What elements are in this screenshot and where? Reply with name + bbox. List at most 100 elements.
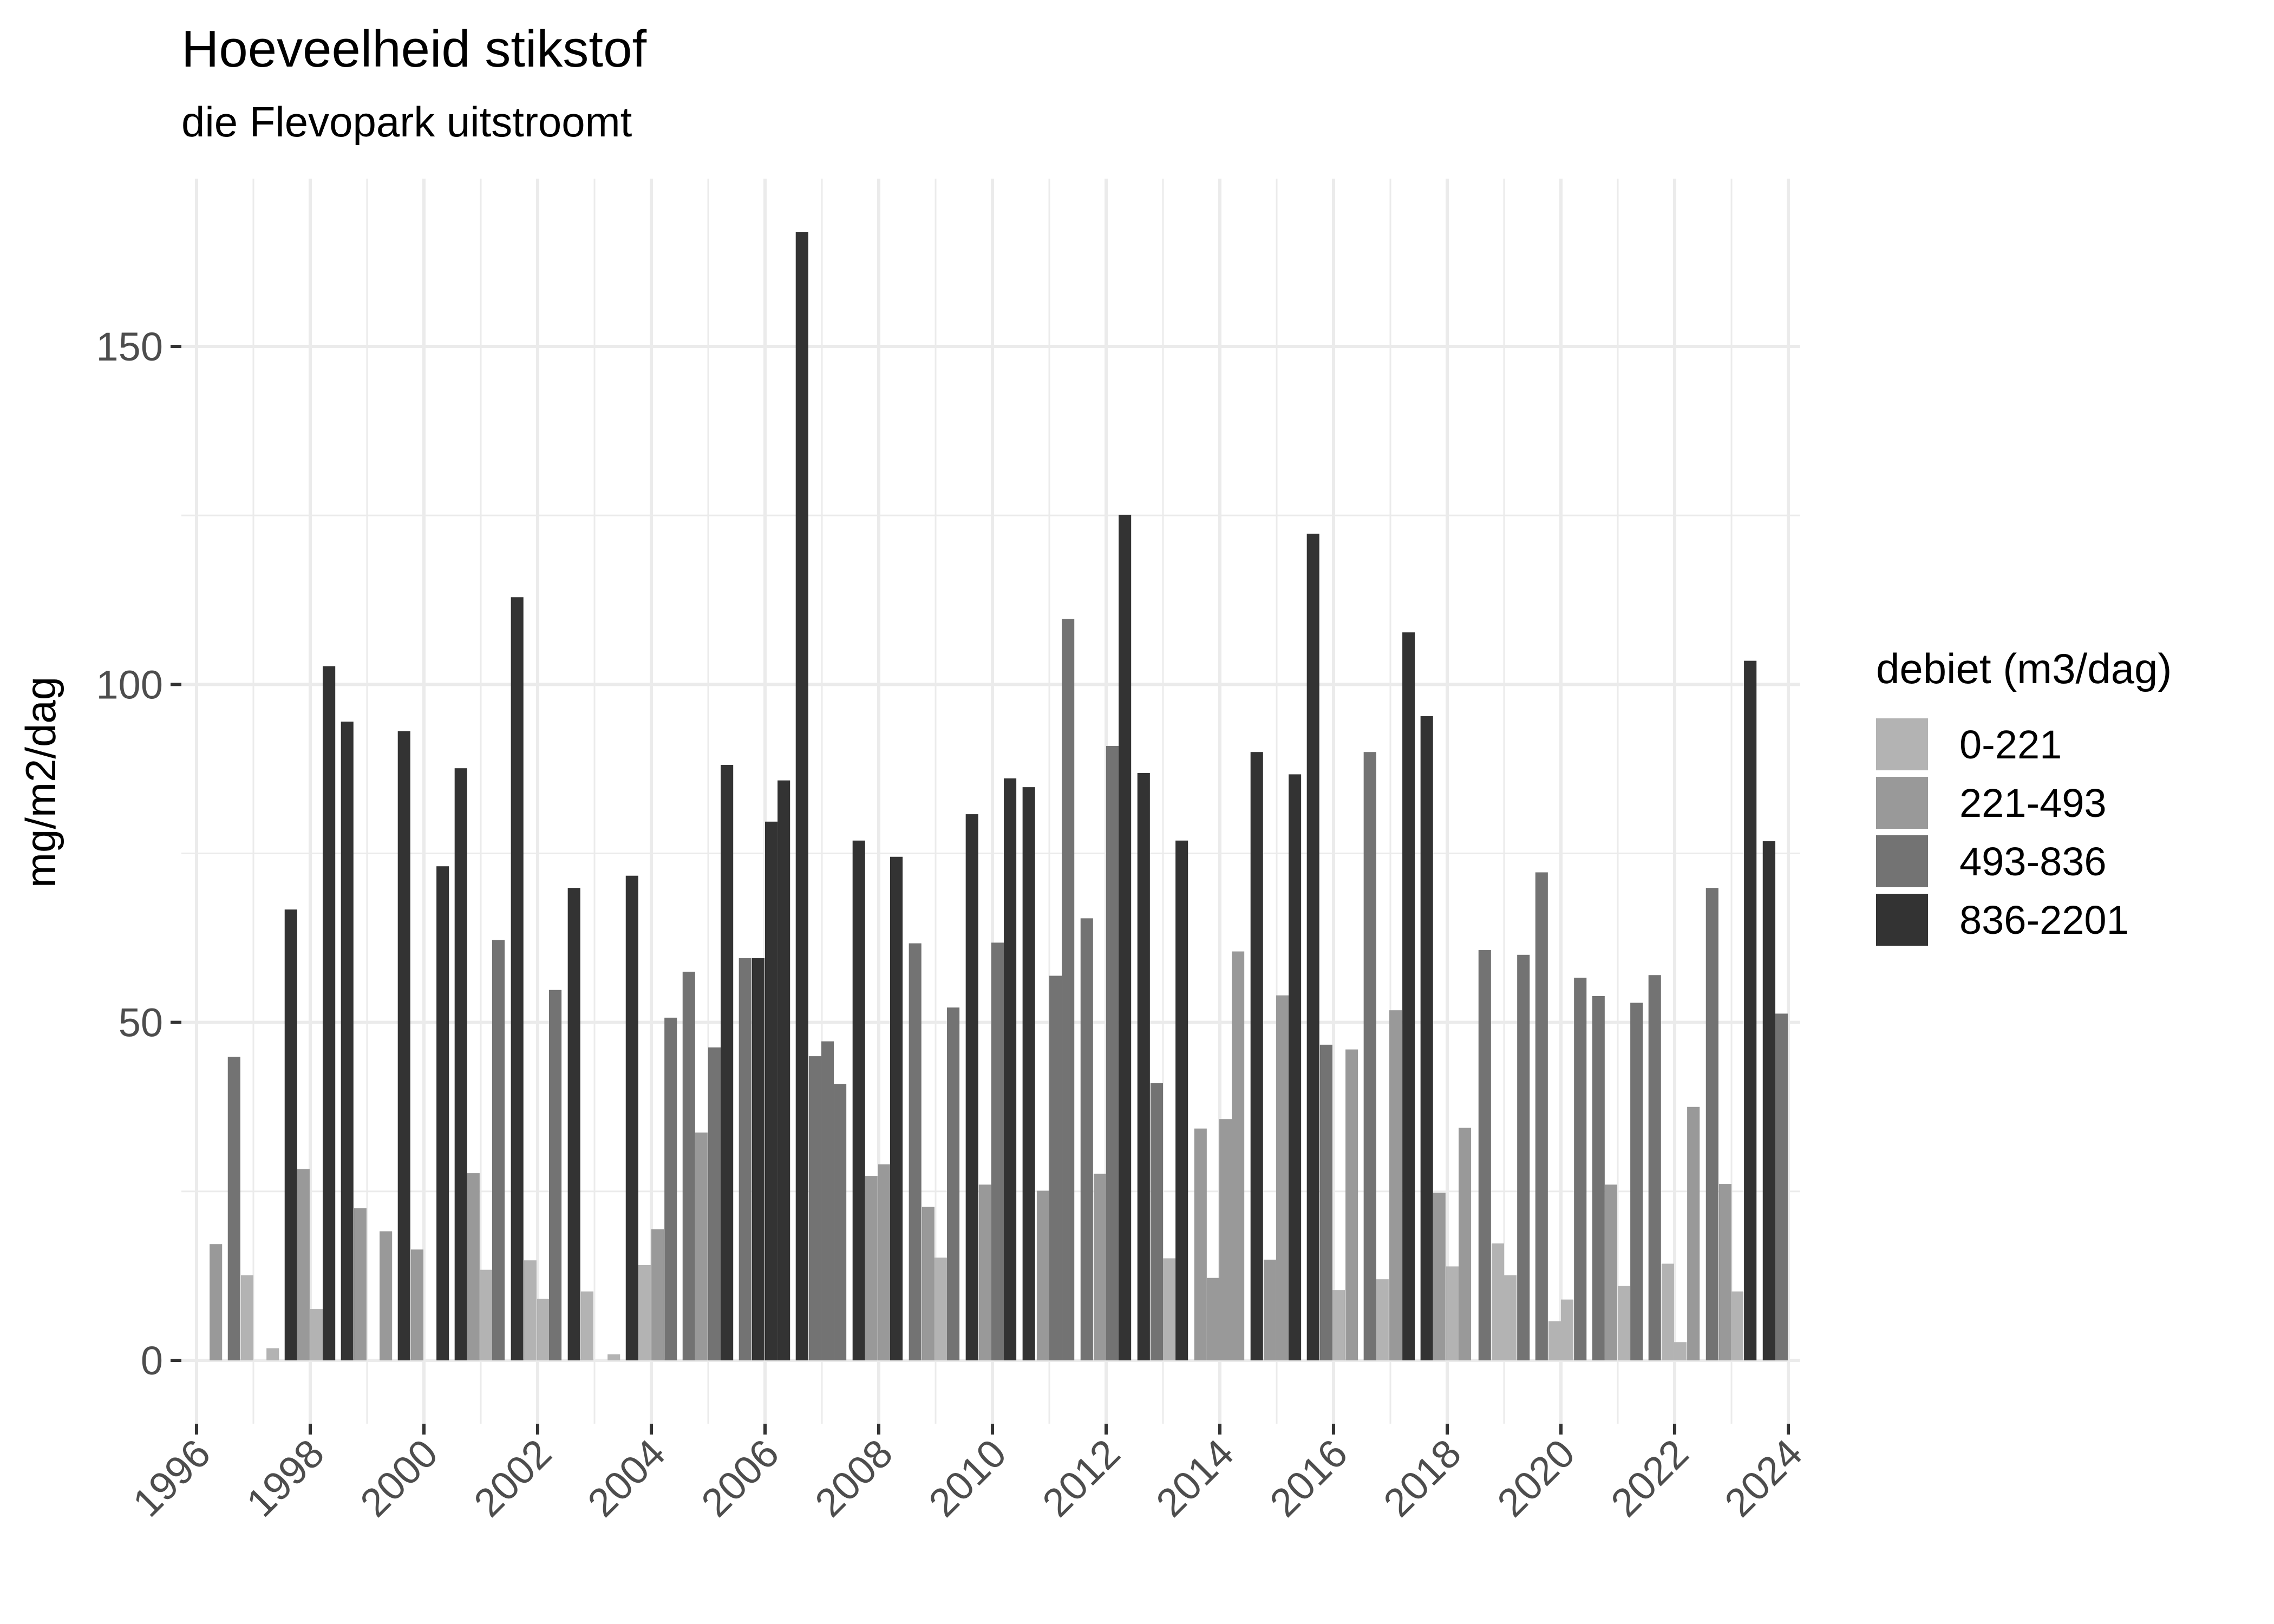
legend-item-493-836: 493-836 (1876, 832, 2172, 890)
bar (777, 780, 790, 1360)
bar (821, 1041, 834, 1360)
bar (1687, 1106, 1700, 1360)
bar (1718, 1184, 1731, 1360)
y-tick-label: 150 (96, 324, 163, 369)
bar (1561, 1299, 1574, 1360)
bars (210, 232, 1788, 1361)
legend-label: 0-221 (1959, 722, 2062, 767)
bar (739, 958, 752, 1360)
bar (1150, 1083, 1163, 1360)
bar (341, 722, 354, 1360)
y-tick-label: 100 (96, 662, 163, 707)
bar (1648, 975, 1661, 1360)
x-tick-label: 2016 (1261, 1431, 1356, 1525)
bar (934, 1258, 947, 1360)
bar (695, 1132, 708, 1360)
bar (297, 1169, 310, 1360)
bar (909, 943, 922, 1360)
bar (865, 1176, 878, 1360)
bar (323, 666, 336, 1360)
bar (1276, 995, 1289, 1360)
x-tick-label: 1996 (124, 1431, 219, 1525)
legend-item-836-2201: 836-2201 (1876, 890, 2172, 949)
legend-item-221-493: 221-493 (1876, 774, 2172, 832)
legend-title: debiet (m3/dag) (1876, 645, 2172, 692)
bar (1618, 1286, 1631, 1360)
bar (1491, 1243, 1504, 1360)
bar (1106, 745, 1119, 1360)
x-tick-label: 2006 (692, 1431, 787, 1525)
legend-item-0-221: 0-221 (1876, 715, 2172, 774)
bar (1504, 1275, 1517, 1360)
bar (1478, 950, 1491, 1360)
bar (380, 1231, 393, 1360)
bar (492, 940, 505, 1360)
bar (795, 232, 808, 1360)
x-tick-label: 2008 (806, 1431, 901, 1525)
bar (834, 1084, 847, 1360)
x-tick-label: 2002 (465, 1431, 560, 1525)
bar (1674, 1342, 1687, 1360)
x-tick-label: 2004 (579, 1431, 674, 1525)
bar (467, 1173, 480, 1360)
bar (1535, 872, 1548, 1360)
bar (1376, 1279, 1389, 1360)
legend-label: 836-2201 (1959, 897, 2129, 942)
bar (1459, 1128, 1472, 1360)
bar (1080, 918, 1093, 1360)
bar (1402, 632, 1415, 1360)
x-tick-label: 2012 (1034, 1431, 1128, 1525)
bar (397, 731, 410, 1360)
bar (454, 768, 467, 1360)
legend-swatch (1876, 718, 1928, 770)
bar (965, 814, 978, 1360)
x-tick-label: 2010 (920, 1431, 1015, 1525)
bar (480, 1269, 493, 1360)
bar (1604, 1184, 1617, 1360)
bar (765, 821, 778, 1360)
bar (607, 1354, 620, 1360)
x-tick-label: 2014 (1147, 1431, 1242, 1525)
bar (721, 764, 734, 1360)
bar (511, 597, 524, 1360)
bar (1592, 996, 1605, 1360)
bar (852, 840, 865, 1360)
legend: debiet (m3/dag) 0-221 221-493 493-836 83… (1876, 644, 2172, 949)
bar (991, 942, 1004, 1360)
bar (752, 958, 764, 1360)
bar (1062, 619, 1075, 1360)
bar (682, 972, 695, 1360)
bar (284, 909, 297, 1360)
bar (354, 1208, 367, 1360)
bar (651, 1229, 664, 1360)
bar (978, 1184, 991, 1360)
bar (1049, 975, 1062, 1360)
x-tick-label: 2000 (351, 1431, 446, 1525)
bar (1706, 888, 1718, 1360)
bar (1661, 1263, 1674, 1360)
chart-subtitle: die Flevopark uitstroomt (181, 98, 632, 146)
legend-swatch (1876, 894, 1928, 946)
legend-label: 493-836 (1959, 839, 2107, 884)
bar (1345, 1049, 1358, 1360)
bar (1306, 533, 1319, 1361)
bar (1630, 1003, 1643, 1360)
legend-swatch (1876, 835, 1928, 887)
bar (1036, 1190, 1049, 1360)
bar (1194, 1128, 1207, 1360)
bar (1004, 778, 1017, 1360)
bar (1119, 514, 1132, 1361)
bar (1219, 1119, 1232, 1360)
bar (436, 866, 449, 1360)
bar (410, 1249, 423, 1360)
bar (1137, 772, 1150, 1360)
bar (1433, 1193, 1446, 1360)
bar (1574, 978, 1587, 1360)
bar (227, 1057, 240, 1360)
bar (1730, 1291, 1744, 1360)
bar (1363, 752, 1376, 1360)
bar (1446, 1266, 1459, 1360)
bar (890, 856, 903, 1360)
bar (1289, 774, 1302, 1360)
bar (1762, 841, 1775, 1360)
